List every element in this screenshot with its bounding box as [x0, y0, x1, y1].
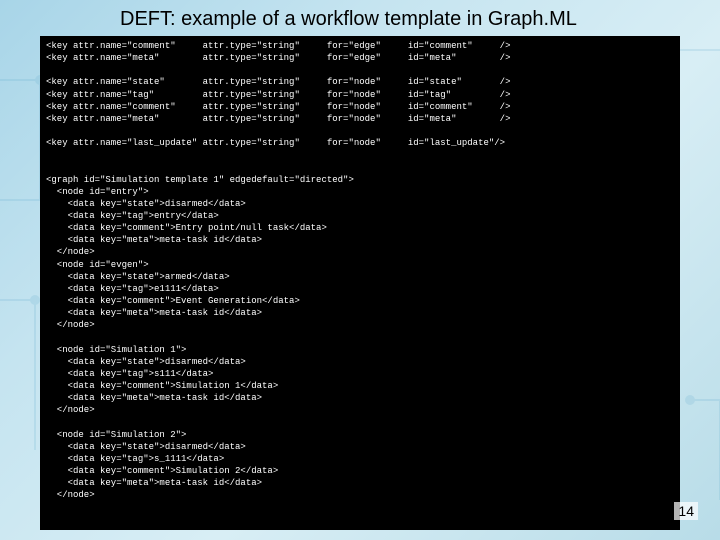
code-line: <data key="meta">meta-task id</data>: [46, 478, 262, 488]
page-number: 14: [674, 502, 698, 520]
code-line: <data key="tag">s111</data>: [46, 369, 213, 379]
code-line: <data key="tag">s_1111</data>: [46, 454, 224, 464]
code-line: <data key="meta">meta-task id</data>: [46, 393, 262, 403]
code-line: <data key="comment">Event Generation</da…: [46, 296, 300, 306]
code-line: <key attr.name="meta" attr.type="string"…: [46, 53, 510, 63]
code-line: </node>: [46, 405, 95, 415]
code-line: <data key="comment">Simulation 2</data>: [46, 466, 278, 476]
code-line: <data key="meta">meta-task id</data>: [46, 308, 262, 318]
code-block: <key attr.name="comment" attr.type="stri…: [40, 36, 680, 530]
code-line: <node id="evgen">: [46, 260, 149, 270]
code-line: <key attr.name="comment" attr.type="stri…: [46, 102, 510, 112]
code-line: <key attr.name="last_update" attr.type="…: [46, 138, 505, 148]
code-line: <data key="state">disarmed</data>: [46, 199, 246, 209]
code-line: <node id="Simulation 1">: [46, 345, 186, 355]
code-line: <data key="state">armed</data>: [46, 272, 230, 282]
code-line: <key attr.name="meta" attr.type="string"…: [46, 114, 510, 124]
code-line: </node>: [46, 247, 95, 257]
code-line: </node>: [46, 490, 95, 500]
code-line: <data key="tag">e1111</data>: [46, 284, 219, 294]
code-line: <data key="state">disarmed</data>: [46, 442, 246, 452]
code-line: <graph id="Simulation template 1" edgede…: [46, 175, 354, 185]
code-line: <node id="entry">: [46, 187, 149, 197]
code-line: <data key="meta">meta-task id</data>: [46, 235, 262, 245]
code-line: <key attr.name="tag" attr.type="string" …: [46, 90, 510, 100]
slide-title: DEFT: example of a workflow template in …: [120, 8, 577, 31]
code-line: <data key="tag">entry</data>: [46, 211, 219, 221]
code-line: </node>: [46, 320, 95, 330]
code-line: <node id="Simulation 2">: [46, 430, 186, 440]
code-line: <key attr.name="comment" attr.type="stri…: [46, 41, 510, 51]
code-line: <data key="comment">Entry point/null tas…: [46, 223, 327, 233]
code-line: <data key="comment">Simulation 1</data>: [46, 381, 278, 391]
code-line: <key attr.name="state" attr.type="string…: [46, 77, 510, 87]
code-line: <data key="state">disarmed</data>: [46, 357, 246, 367]
